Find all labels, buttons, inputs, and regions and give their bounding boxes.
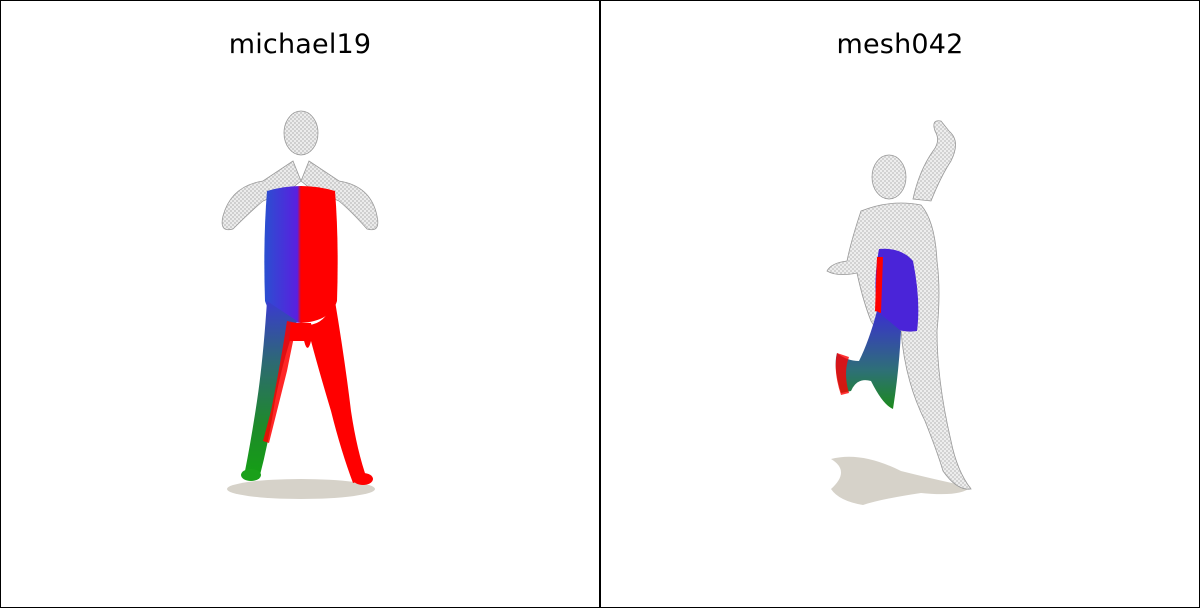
left-render-viewport[interactable] xyxy=(1,1,599,607)
right-panel-title: mesh042 xyxy=(836,29,964,60)
head-mesh xyxy=(871,154,907,200)
left-foot-segment xyxy=(241,469,261,481)
right-foot-segment xyxy=(353,473,373,485)
body-mesh xyxy=(826,202,972,490)
right-render-viewport[interactable] xyxy=(601,1,1199,607)
left-mesh-panel: michael19 xyxy=(0,0,600,608)
pelvis-segment xyxy=(289,323,313,341)
ground-shadow xyxy=(831,456,971,505)
torso-segment xyxy=(264,186,338,323)
bent-leg-red-edge xyxy=(835,353,849,395)
torso-red-edge xyxy=(875,257,883,313)
right-arm-mesh xyxy=(300,160,379,231)
raised-arm-mesh xyxy=(912,120,956,202)
right-leg-segment xyxy=(301,301,367,483)
right-mesh-panel: mesh042 xyxy=(600,0,1200,608)
head-mesh xyxy=(283,110,319,156)
left-leg-red-stripe xyxy=(263,321,297,443)
ground-shadow xyxy=(227,479,375,499)
left-panel-title: michael19 xyxy=(228,29,372,60)
bent-leg-segment xyxy=(835,311,901,409)
left-arm-mesh xyxy=(221,160,302,231)
mesh042-figure-render xyxy=(826,120,972,505)
michael19-figure-render xyxy=(221,110,379,499)
torso-segment xyxy=(875,248,919,332)
